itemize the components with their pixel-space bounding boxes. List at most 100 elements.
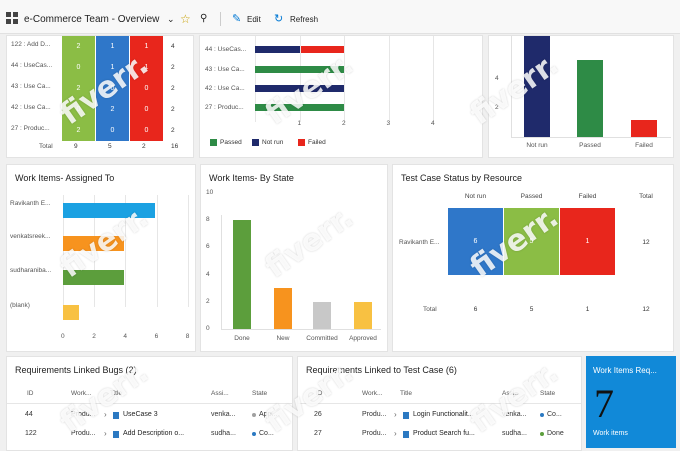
table-cell[interactable]: 0 (96, 120, 129, 141)
table-cell[interactable]: 0 (130, 78, 163, 99)
dashboard-grid-icon[interactable] (6, 12, 18, 24)
column-header: Title (400, 390, 413, 397)
table-cell[interactable]: 0 (62, 99, 95, 120)
bar[interactable] (63, 305, 79, 320)
axis-label: 27 : Produc... (205, 104, 244, 111)
column-bar[interactable] (313, 301, 331, 329)
table-cell[interactable]: 1 (96, 57, 129, 78)
table-cell[interactable]: 2 (62, 120, 95, 141)
state-dot-icon (252, 432, 256, 436)
expand-chevron-icon[interactable]: › (104, 410, 107, 419)
req-linked-bugs-widget: Requirements Linked Bugs (2) ID Work... Ti… (6, 356, 293, 451)
edit-pencil-icon[interactable]: ✎ (232, 13, 242, 25)
bar-passed[interactable] (255, 66, 344, 73)
team-members-icon[interactable]: ⚲ (200, 13, 208, 24)
table-cell[interactable]: 2 (96, 99, 129, 120)
table-total-value: 5 (108, 143, 112, 150)
table-cell[interactable]: 2 (62, 36, 95, 57)
bar-not-run[interactable] (255, 85, 344, 92)
favorite-star-icon[interactable]: ☆ (180, 12, 191, 26)
work-type-cell: Produ... (362, 430, 387, 437)
column-header: Failed (578, 193, 597, 200)
table-cell[interactable]: 1 (130, 36, 163, 57)
work-items-count-tile[interactable]: Work Items Req... 7 Work items (586, 356, 676, 448)
edit-button[interactable]: Edit (247, 15, 261, 24)
column-bar[interactable] (274, 288, 292, 329)
tick-label: 3 (386, 120, 391, 127)
bar[interactable] (63, 236, 124, 251)
grid-line (255, 36, 256, 122)
status-cell[interactable]: 1 (560, 208, 615, 275)
column-header: Passed (520, 193, 543, 200)
work-item-icon (403, 412, 409, 419)
dashboard-dropdown-chevron-icon[interactable]: ⌄ (167, 14, 175, 24)
status-cell[interactable]: 5 (504, 208, 559, 275)
category-label: Passed (579, 142, 601, 149)
table-row-total: 4 (171, 43, 175, 50)
column-bar[interactable] (354, 301, 372, 329)
test-outcome-bar-widget: 44 : UseCas... 43 : Use Ca... 42 : Use Ca.… (199, 35, 483, 158)
table-cell[interactable]: 0 (130, 120, 163, 141)
grid-line (63, 195, 64, 307)
table-row[interactable]: 122 Produ... › Add Description o... sudha...… (7, 429, 292, 444)
grid-line (156, 195, 158, 307)
column-header: State (540, 390, 556, 397)
table-row[interactable]: 26 Produ... › Login Functionalit... venka...… (298, 410, 581, 425)
column-bar[interactable] (233, 220, 251, 329)
table-cell[interactable]: 0 (62, 57, 95, 78)
bar-not-run[interactable] (255, 46, 300, 53)
tick-label: 4 (123, 333, 128, 340)
row-total: 12 (642, 239, 650, 246)
table-cell[interactable]: 1 (96, 36, 129, 57)
refresh-icon[interactable]: ↻ (274, 13, 284, 25)
refresh-button[interactable]: Refresh (290, 15, 319, 24)
bar[interactable] (63, 203, 156, 218)
expand-chevron-icon[interactable]: › (104, 429, 107, 438)
table-row[interactable]: 27 Produ... › Product Search fu... sudha... D… (298, 429, 581, 444)
table-row-total: 2 (171, 127, 175, 134)
title-cell[interactable]: Add Description o... (123, 430, 185, 437)
assigned-to-widget: Work Items- Assigned To Ravikanth E... ve… (6, 164, 196, 352)
bar-failed[interactable] (300, 46, 344, 53)
state-cell: Co... (547, 411, 562, 418)
title-cell[interactable]: Product Search fu... (413, 430, 475, 437)
category-label: Not run (526, 142, 548, 149)
tile-count: 7 (594, 381, 614, 426)
column-bar[interactable] (577, 60, 603, 137)
category-label: New (276, 335, 290, 342)
table-cell[interactable]: 0 (96, 78, 129, 99)
table-cell[interactable]: 2 (62, 78, 95, 99)
column-header: Title (110, 390, 123, 397)
dashboard-toolbar: e-Commerce Team - Overview ⌄ ☆ ⚲ ✎ Edit … (0, 0, 680, 34)
assignee-cell: sudha... (502, 430, 527, 437)
tile-caption: Work items (593, 430, 628, 437)
grid-line (433, 36, 434, 122)
column-header: State (252, 390, 268, 397)
table-row[interactable]: 44 Produ... › UseCase 3 venka... App... (7, 410, 292, 425)
column-bar[interactable] (631, 119, 657, 137)
title-cell[interactable]: UseCase 3 (123, 411, 158, 418)
legend-label: Passed (220, 139, 242, 146)
expand-chevron-icon[interactable]: › (394, 410, 397, 419)
column-bar[interactable] (524, 36, 550, 137)
total-value: 5 (529, 306, 534, 313)
dashboard-title: e-Commerce Team - Overview (24, 14, 160, 25)
work-item-icon (403, 431, 409, 438)
bar[interactable] (63, 270, 124, 285)
tick-label: 8 (185, 333, 190, 340)
bar-passed[interactable] (255, 104, 344, 111)
state-dot-icon (540, 432, 544, 436)
total-label: Total (423, 306, 437, 313)
title-cell[interactable]: Login Functionalit... (413, 411, 474, 418)
tick-label: 4 (495, 75, 499, 82)
tick-label: 6 (154, 333, 159, 340)
legend-label: Failed (308, 139, 326, 146)
status-cell[interactable]: 6 (448, 208, 503, 275)
table-row-label: 43 : Use Ca... (11, 83, 51, 90)
total-value: 6 (473, 306, 478, 313)
tick-label: 6 (206, 243, 210, 251)
table-cell[interactable]: 1 (130, 57, 163, 78)
expand-chevron-icon[interactable]: › (394, 429, 397, 438)
table-cell[interactable]: 0 (130, 99, 163, 120)
id-cell: 27 (314, 430, 322, 437)
